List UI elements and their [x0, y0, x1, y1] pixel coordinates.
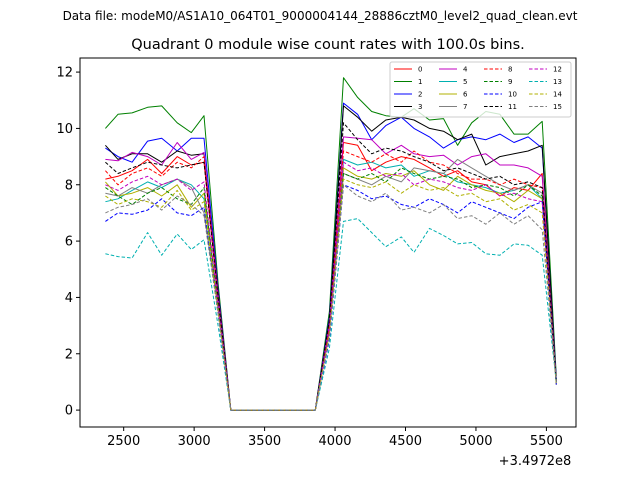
legend-box	[389, 61, 572, 118]
x-tick-label: 5000	[459, 434, 492, 449]
y-tick-label: 0	[65, 404, 73, 419]
x-tick-label: 5500	[530, 434, 563, 449]
series-line-12	[105, 161, 557, 411]
legend-label-10: 10	[508, 91, 517, 99]
series-line-10	[105, 184, 557, 411]
data-file-label: Data file: modeM0/AS1A10_064T01_90000041…	[63, 9, 578, 23]
series-line-15	[105, 184, 557, 411]
x-tick-label: 3000	[178, 434, 211, 449]
series-line-0	[105, 142, 557, 411]
legend-label-7: 7	[463, 103, 467, 111]
legend-label-4: 4	[463, 66, 468, 74]
y-tick-label: 4	[65, 291, 73, 306]
legend-label-0: 0	[418, 66, 422, 74]
legend-label-13: 13	[553, 78, 562, 86]
y-tick-label: 2	[65, 347, 73, 362]
series-line-1	[105, 77, 557, 411]
legend-label-1: 1	[418, 78, 422, 86]
series-line-8	[105, 150, 557, 411]
legend-label-11: 11	[508, 103, 517, 111]
x-tick-label: 4500	[389, 434, 422, 449]
x-offset-label: +3.4972e8	[499, 454, 572, 469]
y-tick-label: 10	[56, 122, 73, 137]
legend-label-9: 9	[508, 78, 512, 86]
legend-label-8: 8	[508, 66, 512, 74]
legend-label-15: 15	[553, 103, 562, 111]
series-line-13	[105, 218, 557, 411]
y-tick-label: 12	[56, 66, 73, 81]
legend-label-3: 3	[418, 103, 422, 111]
legend-label-2: 2	[418, 91, 422, 99]
y-tick-label: 6	[65, 235, 73, 250]
legend-label-14: 14	[553, 91, 562, 99]
axes-frame	[79, 57, 577, 428]
series-line-3	[105, 105, 557, 411]
chart-title: Quadrant 0 module wise count rates with …	[131, 37, 525, 53]
x-tick-label: 2500	[107, 434, 140, 449]
x-tick-label: 3500	[248, 434, 281, 449]
legend-label-12: 12	[553, 66, 562, 74]
x-tick-label: 4000	[318, 434, 351, 449]
y-tick-label: 8	[65, 178, 73, 193]
legend-label-5: 5	[463, 78, 467, 86]
legend-label-6: 6	[463, 91, 468, 99]
series-line-11	[105, 122, 557, 411]
